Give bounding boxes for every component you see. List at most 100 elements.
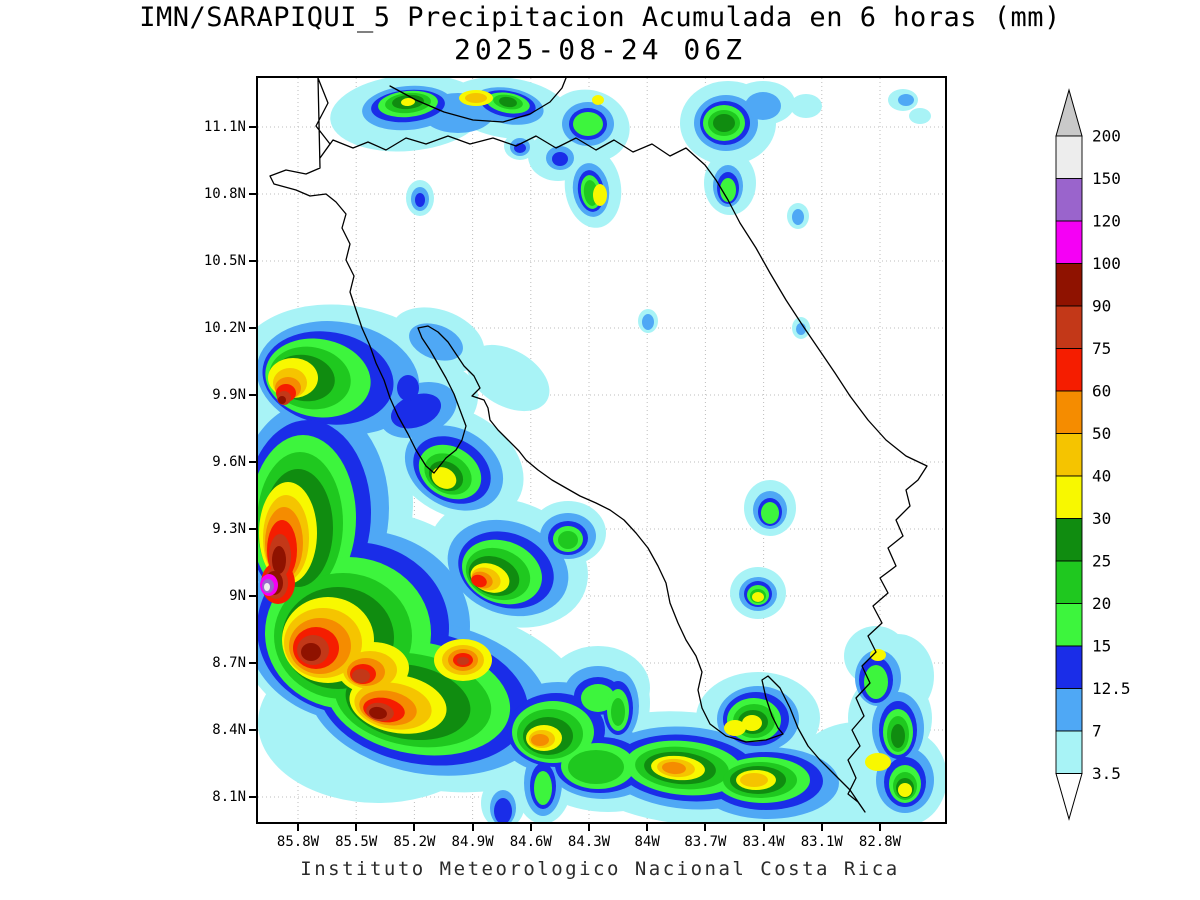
colorbar-segment <box>1055 390 1083 434</box>
lake-nicaragua-shore <box>389 78 567 123</box>
lon-tick-mark <box>646 824 649 831</box>
precip-contour-blob <box>864 665 888 699</box>
lon-tick-mark <box>355 824 358 831</box>
precip-contour-blob <box>352 669 370 683</box>
precip-contour-blob <box>552 152 568 166</box>
colorbar-arrow-top <box>1055 88 1083 137</box>
lon-tick-label: 84.3W <box>567 834 611 850</box>
precip-contour-blob <box>401 97 415 107</box>
precip-contour-blob <box>909 108 931 124</box>
lon-tick-label: 82.8W <box>858 834 902 850</box>
lat-tick-mark <box>249 662 256 664</box>
precip-contour-blob <box>790 94 822 118</box>
lat-tick-mark <box>249 528 256 530</box>
precip-contour-blob <box>369 706 387 720</box>
colorbar-segment <box>1055 220 1083 264</box>
lat-tick-label: 9.6N <box>212 454 246 470</box>
colorbar-segment <box>1055 518 1083 562</box>
colorbar-segment <box>1055 730 1083 774</box>
precip-contour-blob <box>494 798 512 822</box>
lon-tick-label: 85.2W <box>393 834 436 850</box>
precip-contour-blob <box>465 93 487 103</box>
colorbar-tick-label: 60 <box>1092 382 1111 401</box>
precip-contour-blob <box>272 546 286 574</box>
colorbar-segment <box>1055 178 1083 222</box>
precip-contour-blob <box>642 314 654 330</box>
footer-credit: Instituto Meteorologico Nacional Costa R… <box>300 858 900 880</box>
lat-tick-label: 10.2N <box>203 320 246 336</box>
map-canvas <box>258 78 945 822</box>
precip-contour-blob <box>409 323 463 361</box>
colorbar-tick-label: 75 <box>1092 339 1111 358</box>
precip-contour-blob <box>568 750 624 784</box>
lon-tick-mark <box>704 824 707 831</box>
lon-tick-mark <box>297 824 299 831</box>
colorbar-tick-label: 12.5 <box>1092 679 1131 698</box>
precip-contour-blob <box>720 178 736 202</box>
precip-contour-blob <box>431 467 457 489</box>
lat-tick-label: 8.7N <box>212 655 246 671</box>
colorbar-segment <box>1055 433 1083 477</box>
colorbar-segment <box>1055 475 1083 519</box>
lon-tick-mark <box>820 824 823 831</box>
lon-tick-label: 83.1W <box>800 834 843 850</box>
lat-tick-mark <box>249 193 256 195</box>
colorbar-tick-label: 90 <box>1092 297 1111 316</box>
precip-contour-blob <box>611 698 625 726</box>
precip-contour-blob <box>397 375 419 401</box>
precip-contour-blob <box>573 112 603 136</box>
precip-contour-blob <box>898 783 912 797</box>
colorbar-tick-label: 15 <box>1092 637 1111 656</box>
lon-tick-mark <box>588 824 590 831</box>
precip-contour-blob <box>740 773 768 787</box>
precip-contour-blob <box>301 643 321 661</box>
lon-tick-label: 83.7W <box>684 834 727 850</box>
lon-tick-label: 83.4W <box>742 834 785 850</box>
colorbar-arrow-bottom <box>1055 773 1083 821</box>
colorbar-tick-label: 3.5 <box>1092 764 1121 783</box>
lat-tick-mark <box>249 394 256 396</box>
colorbar-segment <box>1055 348 1083 392</box>
lat-tick-label: 10.8N <box>203 186 246 202</box>
lat-tick-mark <box>249 327 256 329</box>
colorbar-tick-label: 120 <box>1092 212 1121 231</box>
precip-contour-blob <box>278 396 286 404</box>
precip-contour-blob <box>466 344 550 412</box>
map-frame <box>256 76 947 824</box>
precip-contour-blob <box>792 209 804 225</box>
precip-contour-blob <box>713 114 735 132</box>
lon-tick-label: 85.5W <box>335 834 378 850</box>
colorbar-tick-label: 40 <box>1092 467 1111 486</box>
lat-tick-label: 10.5N <box>203 253 246 269</box>
colorbar-segment <box>1055 560 1083 604</box>
plot-subtitle: 2025-08-24 06Z <box>453 33 746 66</box>
colorbar-tick-label: 100 <box>1092 254 1121 273</box>
lat-tick-label: 8.1N <box>212 789 246 805</box>
colorbar-tick-label: 200 <box>1092 127 1121 146</box>
lon-tick-label: 84.9W <box>451 834 494 850</box>
lon-tick-mark <box>471 824 474 831</box>
colorbar-tick-label: 50 <box>1092 424 1111 443</box>
lat-tick-mark <box>249 729 256 731</box>
precip-contour-blob <box>390 393 442 429</box>
costa-rica-outline <box>269 78 928 813</box>
precip-contour-blob <box>870 649 886 661</box>
colorbar-segment <box>1055 135 1083 179</box>
lat-tick-label: 8.4N <box>212 722 246 738</box>
precip-contour-blob <box>558 531 578 549</box>
lat-tick-label: 9N <box>229 588 246 604</box>
precip-contour-blob <box>742 715 762 731</box>
lon-tick-mark <box>413 824 416 831</box>
lon-tick-label: 84.6W <box>509 834 552 850</box>
precipitation-field <box>258 78 945 822</box>
lon-tick-mark <box>879 824 881 831</box>
coastline <box>269 78 928 813</box>
precip-contour-blob <box>499 96 517 108</box>
precip-contour-blob <box>531 734 549 746</box>
colorbar-segment <box>1055 263 1083 307</box>
lon-tick-label: 85.8W <box>276 834 320 850</box>
colorbar-segment <box>1055 603 1083 647</box>
precip-contour-blob <box>724 720 746 736</box>
colorbar-tick-label: 7 <box>1092 722 1102 741</box>
